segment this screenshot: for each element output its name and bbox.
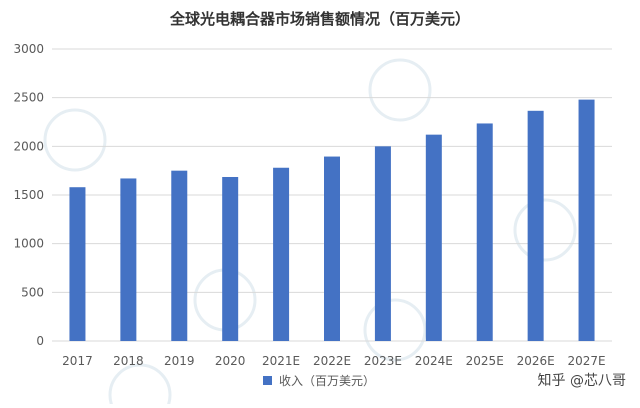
- x-tick-label: 2019: [164, 354, 195, 368]
- bar: [120, 178, 137, 341]
- y-tick-label: 500: [21, 285, 44, 299]
- legend: 收入（百万美元）: [263, 374, 375, 388]
- y-tick-label: 2000: [13, 139, 44, 153]
- bar: [222, 176, 239, 341]
- x-tick-label: 2018: [113, 354, 144, 368]
- y-tick-label: 2500: [13, 91, 44, 105]
- x-tick-label: 2017: [62, 354, 93, 368]
- source-watermark: 知乎 @芯八哥: [537, 373, 626, 389]
- bar: [476, 123, 493, 342]
- bar: [324, 156, 340, 341]
- bar: [527, 110, 544, 341]
- watermark-logo-icon: [368, 58, 432, 122]
- x-axis-labels: 2017 2018 2019 2020 2021E 2022E 2023E 2024E 2025…: [62, 354, 605, 368]
- watermark-logo-icon: [43, 108, 107, 172]
- chart-title: 全球光电耦合器市场销售额情况（百万美元）: [169, 10, 470, 28]
- bar: [425, 134, 442, 341]
- y-tick-label: 1000: [13, 237, 44, 251]
- watermark-logo-icon: [513, 198, 577, 262]
- x-tick-label: 2024E: [415, 354, 453, 368]
- y-tick-label: 0: [36, 334, 44, 348]
- x-tick-label: 2023E: [364, 354, 402, 368]
- y-axis-labels: 0 500 1000 1500 2000 2500 3000: [13, 42, 44, 348]
- x-tick-label: 2022E: [313, 354, 351, 368]
- y-tick-label: 3000: [13, 42, 44, 56]
- watermark-logo-icon: [363, 298, 427, 362]
- y-tick-label: 1500: [13, 188, 44, 202]
- bar: [69, 187, 86, 341]
- x-tick-label: 2027E: [567, 354, 605, 368]
- bars: [69, 99, 595, 342]
- x-tick-label: 2026E: [517, 354, 555, 368]
- bar: [273, 167, 290, 341]
- legend-swatch: [263, 376, 272, 385]
- x-tick-label: 2020: [215, 354, 246, 368]
- bar: [578, 99, 595, 341]
- x-tick-label: 2025E: [466, 354, 504, 368]
- watermark-logo-icon: [108, 363, 172, 408]
- x-tick-label: 2021E: [262, 354, 300, 368]
- legend-label: 收入（百万美元）: [279, 374, 375, 388]
- bar: [171, 170, 188, 341]
- bar: [374, 146, 391, 341]
